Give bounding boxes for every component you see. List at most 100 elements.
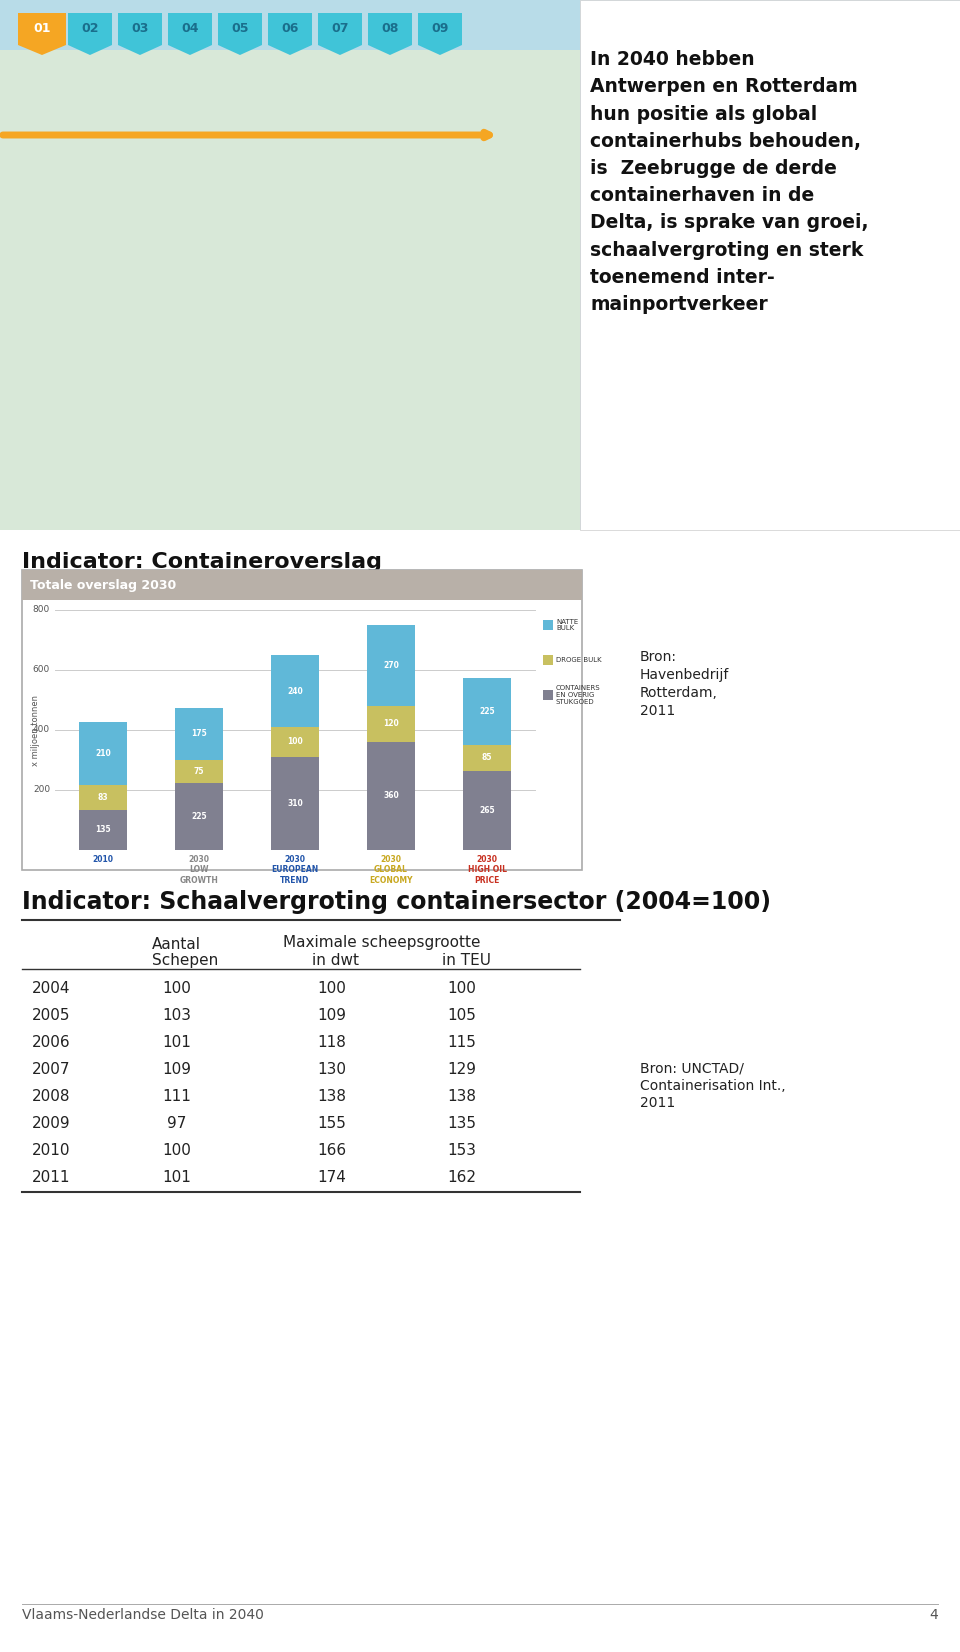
Text: 109: 109 xyxy=(318,1008,347,1023)
Text: Containerisation Int.,: Containerisation Int., xyxy=(640,1079,785,1094)
Text: Havenbedrijf: Havenbedrijf xyxy=(640,667,730,682)
Bar xyxy=(18,13,66,45)
Text: Rotterdam,: Rotterdam, xyxy=(640,686,718,700)
Text: Indicator: Schaalvergroting containersector (2004=100): Indicator: Schaalvergroting containersec… xyxy=(22,890,771,914)
Polygon shape xyxy=(218,45,262,55)
Text: 2011: 2011 xyxy=(640,1095,675,1110)
Text: 129: 129 xyxy=(447,1062,476,1077)
Text: 2008: 2008 xyxy=(32,1089,70,1104)
Text: Bron:: Bron: xyxy=(640,649,677,664)
Bar xyxy=(367,742,415,851)
Bar xyxy=(0,0,580,530)
Text: 166: 166 xyxy=(318,1143,347,1158)
Text: Indicator: Containeroverslag: Indicator: Containeroverslag xyxy=(22,552,382,572)
Text: 2007: 2007 xyxy=(32,1062,70,1077)
Text: 225: 225 xyxy=(479,707,494,715)
Bar xyxy=(418,13,462,45)
Text: 800: 800 xyxy=(33,606,50,615)
Text: 01: 01 xyxy=(34,23,51,35)
Bar xyxy=(79,785,127,809)
Text: 210: 210 xyxy=(95,748,110,758)
Text: 2010: 2010 xyxy=(92,856,113,864)
Text: 4: 4 xyxy=(929,1607,938,1622)
Text: 111: 111 xyxy=(162,1089,191,1104)
Text: 2011: 2011 xyxy=(32,1170,70,1184)
Text: 162: 162 xyxy=(447,1170,476,1184)
Bar xyxy=(118,13,162,45)
Text: 09: 09 xyxy=(431,23,448,35)
Bar xyxy=(68,13,112,45)
Bar xyxy=(463,745,511,770)
Bar xyxy=(543,620,553,629)
Bar xyxy=(271,727,319,757)
Text: 174: 174 xyxy=(318,1170,347,1184)
Text: 04: 04 xyxy=(181,23,199,35)
Text: in TEU: in TEU xyxy=(442,953,491,968)
Text: 100: 100 xyxy=(287,737,302,747)
Bar xyxy=(543,654,553,666)
Text: 360: 360 xyxy=(383,791,398,801)
Text: 100: 100 xyxy=(162,981,191,996)
Text: Aantal: Aantal xyxy=(152,937,201,952)
Text: 135: 135 xyxy=(447,1117,476,1132)
Text: 118: 118 xyxy=(318,1036,347,1051)
Polygon shape xyxy=(118,45,162,55)
Text: 08: 08 xyxy=(381,23,398,35)
Text: 101: 101 xyxy=(162,1036,191,1051)
Text: 103: 103 xyxy=(162,1008,191,1023)
Text: 2011: 2011 xyxy=(640,704,675,719)
Text: 109: 109 xyxy=(162,1062,191,1077)
Bar xyxy=(175,707,223,760)
Text: 600: 600 xyxy=(33,666,50,674)
Text: 105: 105 xyxy=(447,1008,476,1023)
Text: 130: 130 xyxy=(318,1062,347,1077)
Polygon shape xyxy=(418,45,462,55)
Text: 2030
HIGH OIL
PRICE: 2030 HIGH OIL PRICE xyxy=(468,856,507,885)
Text: 265: 265 xyxy=(479,806,494,814)
Text: Maximale scheepsgrootte: Maximale scheepsgrootte xyxy=(283,935,481,950)
Text: 2006: 2006 xyxy=(32,1036,71,1051)
Bar xyxy=(218,13,262,45)
Text: 240: 240 xyxy=(287,687,302,695)
Bar xyxy=(175,783,223,851)
Text: 400: 400 xyxy=(33,725,50,735)
Text: 120: 120 xyxy=(383,720,398,729)
Text: 2004: 2004 xyxy=(32,981,70,996)
Bar xyxy=(79,809,127,851)
Text: Totale overslag 2030: Totale overslag 2030 xyxy=(30,578,177,591)
Polygon shape xyxy=(318,45,362,55)
Polygon shape xyxy=(18,45,66,55)
Bar xyxy=(580,0,960,530)
Bar xyxy=(22,570,582,600)
Text: 100: 100 xyxy=(447,981,476,996)
Text: 07: 07 xyxy=(331,23,348,35)
Text: In 2040 hebben
Antwerpen en Rotterdam
hun positie als global
containerhubs behou: In 2040 hebben Antwerpen en Rotterdam hu… xyxy=(590,50,869,314)
Text: in dwt: in dwt xyxy=(312,953,359,968)
Text: 75: 75 xyxy=(194,767,204,776)
Text: 225: 225 xyxy=(191,811,206,821)
Polygon shape xyxy=(168,45,212,55)
Text: 05: 05 xyxy=(231,23,249,35)
Bar xyxy=(0,0,960,530)
Bar xyxy=(79,722,127,785)
Text: 03: 03 xyxy=(132,23,149,35)
Text: 2030
GLOBAL
ECONOMY: 2030 GLOBAL ECONOMY xyxy=(370,856,413,885)
Bar xyxy=(368,13,412,45)
Bar xyxy=(543,691,553,700)
Text: 175: 175 xyxy=(191,729,206,738)
Text: 2009: 2009 xyxy=(32,1117,71,1132)
Bar xyxy=(168,13,212,45)
Text: 135: 135 xyxy=(95,826,110,834)
Text: 138: 138 xyxy=(318,1089,347,1104)
Text: x miljoen tonnen: x miljoen tonnen xyxy=(31,694,39,765)
Text: 155: 155 xyxy=(318,1117,347,1132)
Text: Bron: UNCTAD/: Bron: UNCTAD/ xyxy=(640,1062,744,1075)
Text: 100: 100 xyxy=(318,981,347,996)
Text: 2030
EUROPEAN
TREND: 2030 EUROPEAN TREND xyxy=(272,856,319,885)
Text: Schepen: Schepen xyxy=(152,953,218,968)
Bar xyxy=(463,677,511,745)
Text: 310: 310 xyxy=(287,800,302,808)
Text: 83: 83 xyxy=(98,793,108,801)
Text: Vlaams-Nederlandse Delta in 2040: Vlaams-Nederlandse Delta in 2040 xyxy=(22,1607,264,1622)
Text: 06: 06 xyxy=(281,23,299,35)
